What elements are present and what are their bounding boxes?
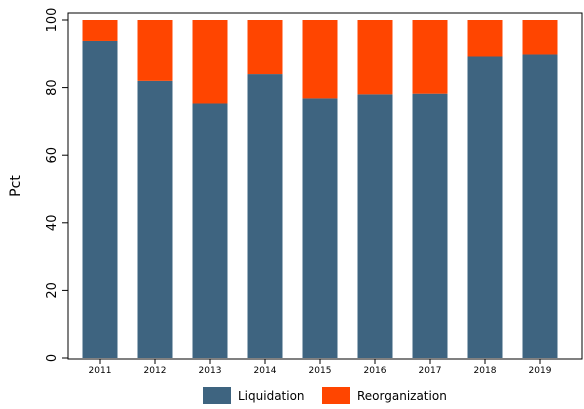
- y-tick-label: 20: [45, 282, 60, 299]
- bar-reorganization-2018: [467, 20, 503, 57]
- y-axis: 0 20 40 60 80 100: [45, 8, 68, 362]
- legend-swatch-liquidation: [203, 387, 231, 404]
- x-tick-label: 2017: [419, 366, 442, 376]
- legend-label-liquidation: Liquidation: [238, 389, 305, 403]
- bar-liquidation-2016: [357, 94, 393, 359]
- x-tick-label: 2011: [89, 366, 112, 376]
- y-tick-label: 0: [45, 354, 60, 362]
- y-axis-label: Pct: [8, 175, 24, 197]
- x-tick-label: 2013: [199, 366, 222, 376]
- bar-reorganization-2019: [522, 20, 558, 55]
- legend-swatch-reorganization: [322, 387, 350, 404]
- bar-liquidation-2011: [82, 40, 118, 359]
- bar-liquidation-2017: [412, 93, 448, 359]
- y-tick-label: 100: [45, 8, 60, 33]
- bar-reorganization-2014: [247, 20, 283, 75]
- bar-reorganization-2012: [137, 20, 173, 81]
- plot-frame: [67, 12, 583, 360]
- legend: Liquidation Reorganization: [203, 387, 447, 404]
- bar-reorganization-2015: [302, 20, 338, 99]
- x-axis: 2011 2012 2013 2014 2015 2016 2017 2018 2019: [89, 359, 552, 376]
- bar-reorganization-2016: [357, 20, 393, 95]
- legend-label-reorganization: Reorganization: [357, 389, 447, 403]
- x-tick-label: 2016: [364, 366, 387, 376]
- y-tick-label: 40: [45, 215, 60, 232]
- bar-reorganization-2011: [82, 20, 118, 41]
- y-tick-label: 80: [45, 79, 60, 96]
- bar-reorganization-2013: [192, 20, 228, 104]
- y-tick-label: 60: [45, 147, 60, 164]
- bar-liquidation-2019: [522, 54, 558, 358]
- x-tick-label: 2019: [529, 366, 552, 376]
- x-tick-label: 2012: [144, 366, 167, 376]
- bars-group: [82, 20, 558, 359]
- x-tick-label: 2018: [474, 366, 497, 376]
- x-tick-label: 2014: [254, 366, 277, 376]
- x-tick-label: 2015: [309, 366, 332, 376]
- bar-liquidation-2015: [302, 98, 338, 358]
- bar-reorganization-2017: [412, 20, 448, 94]
- bar-liquidation-2012: [137, 80, 173, 358]
- bar-liquidation-2014: [247, 74, 283, 358]
- bar-liquidation-2013: [192, 103, 228, 359]
- bar-liquidation-2018: [467, 56, 503, 359]
